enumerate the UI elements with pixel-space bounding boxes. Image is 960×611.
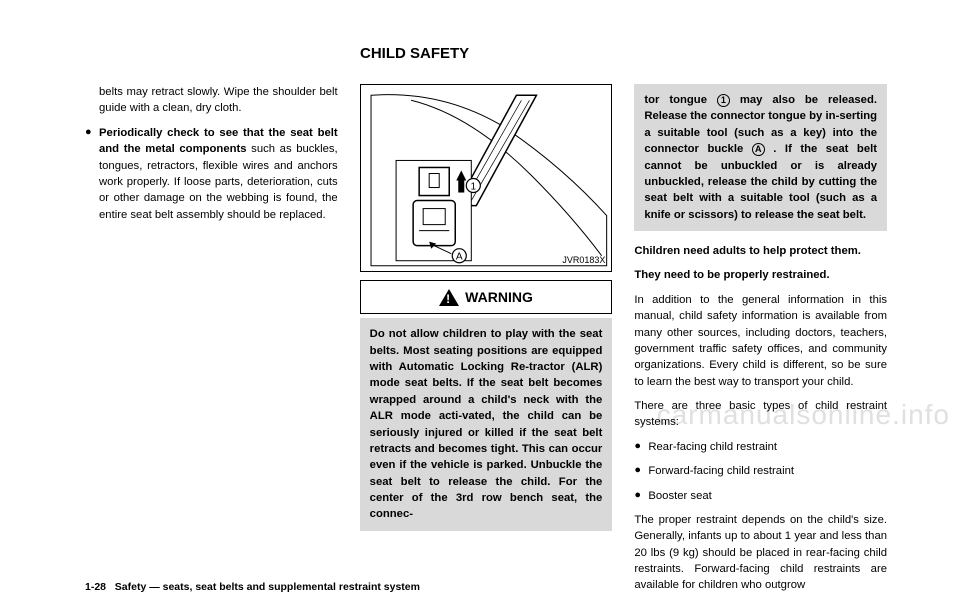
- bullet-icon: ●: [634, 488, 648, 504]
- list-item: ● Rear-facing child restraint: [634, 439, 887, 455]
- circled-1-icon: 1: [717, 94, 730, 107]
- svg-text:A: A: [456, 252, 463, 263]
- seatbelt-diagram: 1 A JVR0183X: [360, 84, 613, 272]
- bullet-text: Booster seat: [648, 488, 887, 504]
- col1-bullet: ● Periodically check to see that the sea…: [85, 125, 338, 223]
- col3-p5: The proper restraint depends on the chil…: [634, 512, 887, 594]
- list-item: ● Forward-facing child restraint: [634, 463, 887, 479]
- bullet-icon: ●: [634, 439, 648, 455]
- column-3: tor tongue 1 may also be released. Relea…: [634, 84, 887, 602]
- circled-a-icon: A: [752, 143, 765, 156]
- col3-p4: There are three basic types of child res…: [634, 398, 887, 431]
- col3-p1: Children need adults to help protect the…: [634, 243, 887, 259]
- warning-label: WARNING: [465, 287, 533, 307]
- svg-text:1: 1: [470, 182, 476, 193]
- column-layout: belts may retract slowly. Wipe the shoul…: [85, 84, 887, 602]
- wc-a: tor tongue: [644, 94, 717, 106]
- col3-p3: In addition to the general information i…: [634, 292, 887, 390]
- bullet-text: Forward-facing child restraint: [648, 463, 887, 479]
- bullet-icon: ●: [634, 463, 648, 479]
- diagram-label: JVR0183X: [562, 254, 605, 267]
- warning-body: Do not allow children to play with the s…: [360, 318, 613, 531]
- list-item: ● Booster seat: [634, 488, 887, 504]
- warning-icon: [439, 289, 459, 306]
- column-1: belts may retract slowly. Wipe the shoul…: [85, 84, 338, 602]
- diagram-svg: 1 A: [361, 85, 612, 271]
- warning-header: WARNING: [360, 280, 613, 314]
- col1-intro: belts may retract slowly. Wipe the shoul…: [99, 84, 338, 117]
- warning-continued: tor tongue 1 may also be released. Relea…: [634, 84, 887, 231]
- section-header: CHILD SAFETY: [360, 45, 887, 62]
- bullet-icon: ●: [85, 125, 99, 223]
- column-2: 1 A JVR0183X WARNING Do not a: [360, 84, 613, 602]
- bullet-text: Periodically check to see that the seat …: [99, 125, 338, 223]
- page-content: CHILD SAFETY belts may retract slowly. W…: [85, 45, 887, 602]
- col3-p2: They need to be properly restrained.: [634, 267, 887, 283]
- bullet-text: Rear-facing child restraint: [648, 439, 887, 455]
